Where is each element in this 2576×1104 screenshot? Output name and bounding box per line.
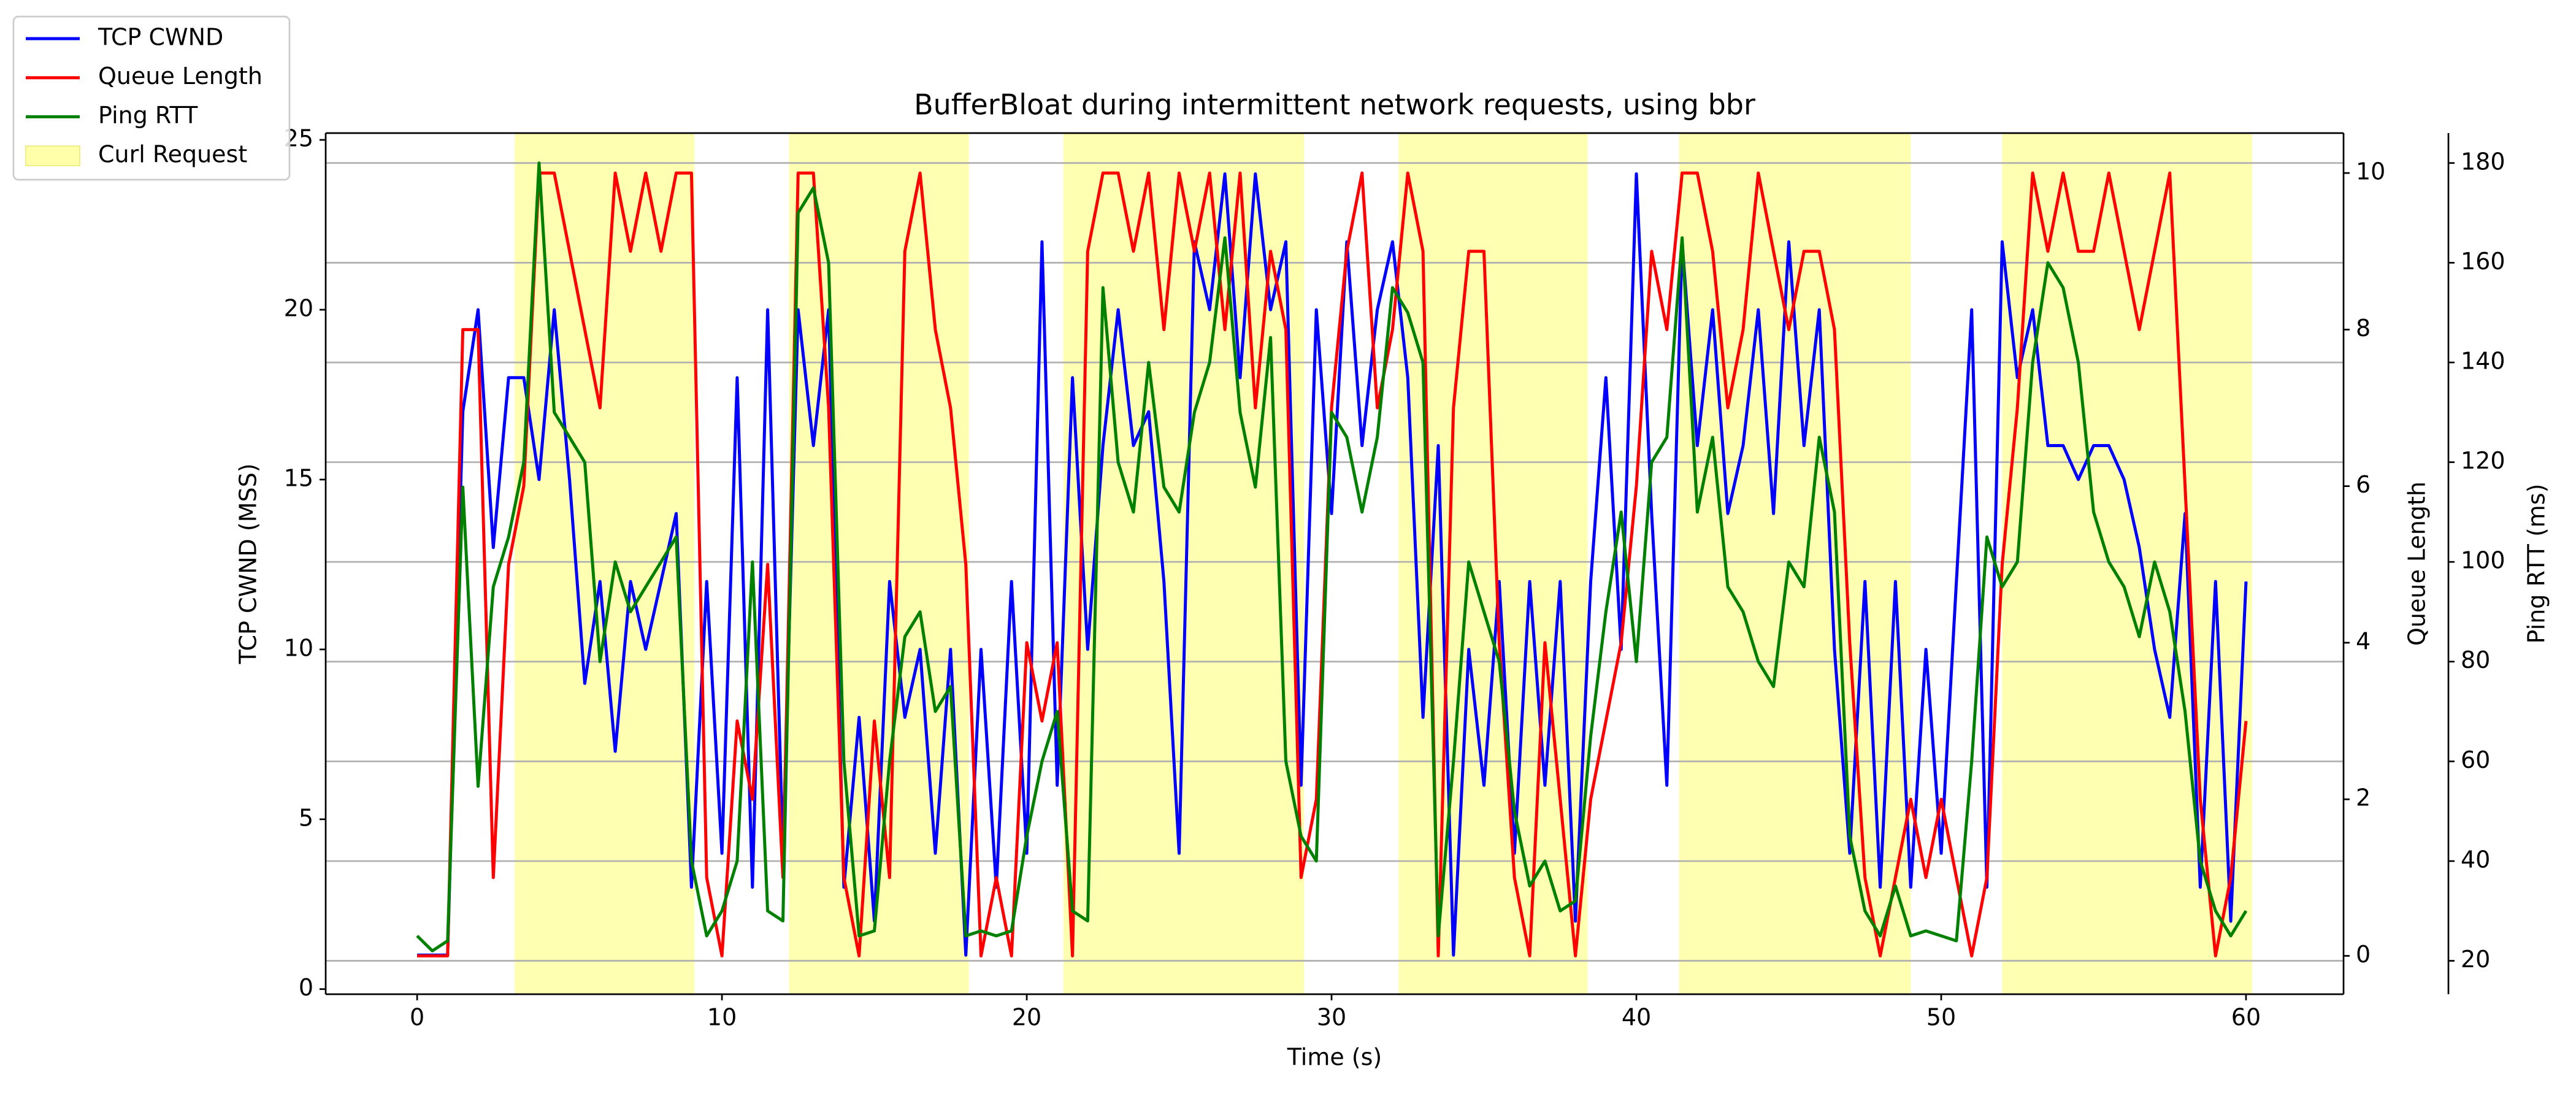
legend-label: Queue Length <box>98 63 263 90</box>
curl-span <box>1679 133 1911 994</box>
y-tick-label: 5 <box>299 804 313 831</box>
y-tick-label: 15 <box>284 464 313 491</box>
series-line <box>417 172 2248 957</box>
y-axis-label: Queue Length <box>2404 481 2431 646</box>
x-tick-label: 40 <box>1622 1004 1651 1031</box>
y-tick-label: 100 <box>2461 547 2505 574</box>
x-tick-label: 60 <box>2231 1004 2261 1031</box>
curl-span <box>1063 133 1305 994</box>
y-tick-label: 10 <box>284 634 313 661</box>
legend-label: TCP CWND <box>98 24 223 51</box>
y-tick-label: 10 <box>2356 158 2385 185</box>
x-tick-label: 50 <box>1926 1004 1956 1031</box>
x-tick-label: 20 <box>1012 1004 1041 1031</box>
y-tick-label: 180 <box>2461 148 2505 175</box>
y-tick-label: 40 <box>2461 846 2490 873</box>
legend-label: Curl Request <box>98 141 247 168</box>
y-tick-label: 0 <box>299 974 313 1001</box>
y-tick-label: 120 <box>2461 447 2505 474</box>
y-axis-label: Ping RTT (ms) <box>2523 484 2550 644</box>
x-axis-label: Time (s) <box>1287 1044 1382 1071</box>
y-tick-label: 160 <box>2461 248 2505 275</box>
y-tick-label: 4 <box>2356 627 2371 654</box>
legend-swatch <box>25 145 80 167</box>
legend-label: Ping RTT <box>98 102 198 129</box>
y-tick-label: 20 <box>284 295 313 322</box>
y-tick-label: 80 <box>2461 646 2490 673</box>
series-line <box>416 161 2248 953</box>
y-tick-label: 0 <box>2356 941 2371 968</box>
y-tick-label: 2 <box>2356 784 2371 811</box>
series-line <box>417 171 2248 957</box>
y-tick-label: 20 <box>2461 946 2490 973</box>
y-axis-label: TCP CWND (MSS) <box>235 463 262 664</box>
x-tick-label: 10 <box>707 1004 737 1031</box>
y-tick-label: 6 <box>2356 471 2371 498</box>
y-tick-label: 60 <box>2461 746 2490 773</box>
y-tick-label: 140 <box>2461 347 2505 374</box>
chart-title: BufferBloat during intermittent network … <box>914 88 1755 121</box>
curl-span <box>2002 133 2252 994</box>
legend: TCP CWND Queue Length Ping RTT Curl Request <box>12 15 291 181</box>
x-tick-label: 0 <box>410 1004 424 1031</box>
y-tick-label: 8 <box>2356 315 2371 342</box>
x-tick-label: 30 <box>1317 1004 1346 1031</box>
legend-box <box>12 15 291 181</box>
